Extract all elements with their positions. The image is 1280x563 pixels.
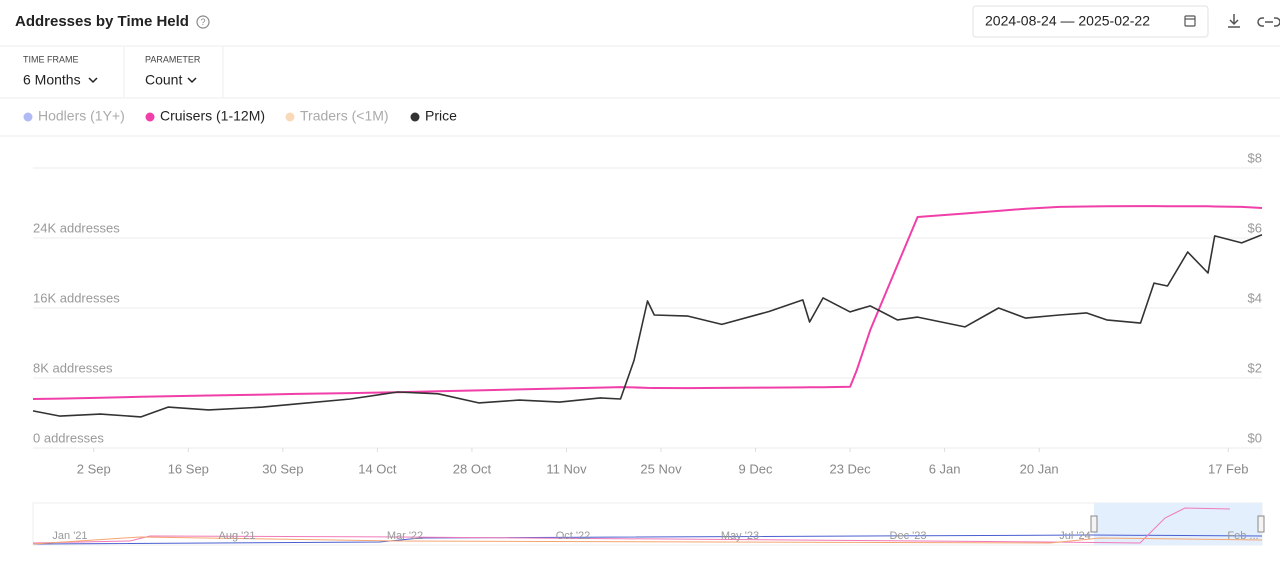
navigator-label: Jan '21 — [52, 530, 87, 542]
y2-tick-label: $8 — [1248, 150, 1262, 165]
x-tick-label: 2 Sep — [77, 461, 111, 476]
navigator-handle[interactable] — [1257, 515, 1265, 533]
x-tick-label: 9 Dec — [739, 461, 773, 476]
navigator[interactable] — [32, 502, 1263, 546]
navigator-lines — [32, 507, 1263, 545]
y-tick-label: 0 addresses — [33, 430, 104, 445]
navigator-label: Jul '24 — [1059, 530, 1090, 542]
navigator-label: Aug '21 — [219, 530, 256, 542]
x-tick-label: 6 Jan — [929, 461, 961, 476]
x-tick-label: 30 Sep — [262, 461, 303, 476]
y-tick-label: 16K addresses — [33, 290, 120, 305]
x-tick-label: 20 Jan — [1020, 461, 1059, 476]
navigator-label: Oct '22 — [556, 530, 591, 542]
title: Addresses by Time Held — [15, 13, 189, 30]
help-icon[interactable]: ? — [196, 15, 210, 29]
control-label: TIME FRAME — [23, 54, 79, 64]
link-icon[interactable] — [1257, 17, 1280, 27]
x-tick-label: 11 Nov — [546, 461, 587, 476]
legend-label[interactable]: Cruisers (1-12M) — [160, 108, 265, 124]
legend-marker[interactable] — [410, 112, 420, 122]
navigator-handle[interactable] — [1090, 515, 1098, 533]
calendar-icon — [1184, 15, 1196, 27]
date-picker[interactable] — [972, 5, 1209, 38]
y-tick-label: 8K addresses — [33, 360, 113, 375]
x-tick-label: 14 Oct — [358, 461, 397, 476]
y2-tick-label: $0 — [1248, 430, 1262, 445]
y2-tick-label: $4 — [1248, 290, 1262, 305]
navigator-label: Mar '22 — [387, 530, 423, 542]
chevron — [187, 77, 197, 84]
legend-label[interactable]: Price — [425, 108, 457, 124]
x-tick-label: 17 Feb — [1208, 461, 1248, 476]
navigator-label: May '23 — [721, 530, 759, 542]
svg-text:?: ? — [200, 17, 205, 27]
series-line — [32, 234, 1263, 418]
legend-marker[interactable] — [285, 112, 295, 122]
legend-label[interactable]: Traders (<1M) — [300, 108, 389, 124]
x-tick-label: 16 Sep — [168, 461, 209, 476]
control-value[interactable]: Count — [145, 72, 182, 88]
control-value[interactable]: 6 Months — [23, 72, 81, 88]
download-icon[interactable] — [1228, 14, 1240, 28]
navigator-label: Feb ... — [1227, 530, 1258, 542]
x-tick-label: 23 Dec — [829, 461, 871, 476]
date-range: 2024-08-24 — 2025-02-22 — [985, 13, 1150, 29]
legend-marker[interactable] — [145, 112, 155, 122]
y2-tick-label: $2 — [1248, 360, 1262, 375]
control-label: PARAMETER — [145, 54, 201, 64]
legend-label[interactable]: Hodlers (1Y+) — [38, 108, 125, 124]
x-tick-label: 25 Nov — [640, 461, 682, 476]
y2-tick-label: $6 — [1248, 220, 1262, 235]
chevron — [88, 77, 98, 84]
y-tick-label: 24K addresses — [33, 220, 120, 235]
legend-marker[interactable] — [23, 112, 33, 122]
navigator-label: Dec '23 — [890, 530, 927, 542]
x-tick-label: 28 Oct — [453, 461, 492, 476]
series-line — [32, 205, 1263, 400]
